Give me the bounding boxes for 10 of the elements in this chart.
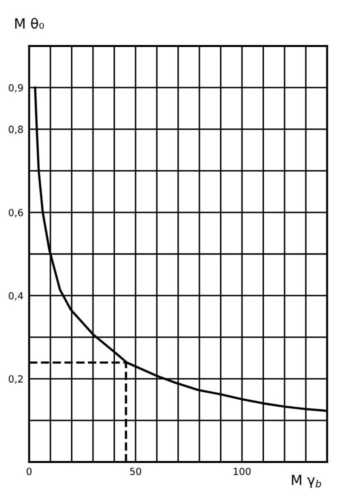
- y-tick-label: 0,9: [8, 84, 23, 92]
- x-axis-title: M γ$_{b}$: [292, 474, 322, 488]
- x-tick-label: 0: [26, 468, 32, 476]
- x-tick-label: 50: [130, 468, 142, 476]
- x-tick-label: 100: [234, 468, 251, 476]
- y-tick-label: 0,8: [8, 126, 23, 134]
- y-tick-label: 0,6: [8, 208, 23, 218]
- y-tick-label: 0,4: [8, 292, 24, 300]
- y-axis-title: M θ₀: [15, 18, 44, 29]
- y-tick-label: 0,2: [8, 375, 23, 384]
